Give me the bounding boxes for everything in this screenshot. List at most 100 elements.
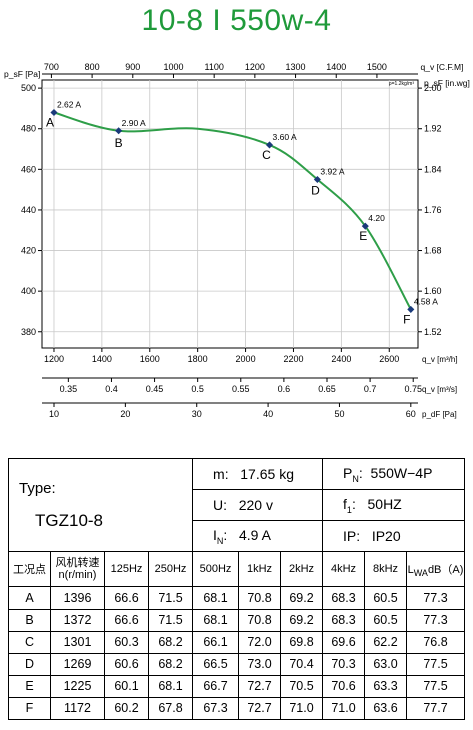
current-label: 2.62 A [57,99,81,109]
operating-point-marker [265,141,274,149]
power-sub: N [352,473,359,484]
right-tick-label: 1.52 [424,327,442,337]
operating-point-marker [361,222,369,230]
power-value: 550W−4P [370,464,433,481]
ip-label: IP: [343,528,361,545]
header-lwa-sub: WA [413,568,428,578]
header-2khz: 2kHz [280,551,324,588]
noise-cell: 60.2 [104,696,149,721]
noise-row-f: F 1172 60.2 67.8 67.3 72.7 71.0 71.0 63.6 77.7 [8,696,466,721]
bottom-tick-label: 2400 [331,354,351,364]
noise-cell: 60.5 [364,608,408,632]
left-tick-label: 380 [21,327,36,337]
current-label: 3.92 A [320,166,344,176]
page-title: 10-8 I 550w-4 [141,4,332,37]
bottom2-tick-label: 0.55 [232,384,250,394]
noise-cell: D [8,652,51,676]
noise-cell: 77.3 [406,586,466,610]
noise-header-row: 工况点 风机转速 n(r/min) 125Hz 250Hz 500Hz 1kHz… [8,551,466,588]
right-tick-label: 1.60 [424,286,442,296]
noise-cell: 1396 [50,586,105,610]
type-label: Type: [19,479,56,497]
header-1khz: 1kHz [238,551,282,588]
bottom2-tick-label: 0.35 [60,384,78,394]
header-8khz: 8kHz [364,551,408,588]
noise-cell: 68.1 [192,586,240,610]
performance-curve [53,111,412,310]
current-label: 4.58 A [414,296,438,306]
noise-cell: 66.6 [104,586,149,610]
noise-cell: 68.1 [192,608,240,632]
plot-area-border [41,79,419,349]
bottom-tick-label: 2200 [283,354,303,364]
noise-cell: 66.5 [192,652,240,676]
noise-cell: 71.0 [280,696,324,721]
noise-cell: 69.8 [280,630,324,654]
header-125hz: 125Hz [104,551,149,588]
operating-point-marker [115,127,123,135]
current-label: 2.90 A [122,118,146,128]
bottom2-tick-label: 0.6 [278,384,291,394]
noise-cell: 63.3 [364,674,408,698]
noise-cell: 68.1 [147,674,194,698]
right-tick-label: 1.92 [424,124,442,134]
header-speed: 风机转速 n(r/min) [50,551,105,588]
bottom2-tick-label: 0.65 [318,384,336,394]
right-tick-label: 1.68 [424,246,442,256]
header-500hz: 500Hz [192,551,240,588]
current-label: 4.20 [368,213,385,223]
mass-cell: m: 17.65 kg [192,457,324,491]
header-250hz: 250Hz [147,551,194,588]
noise-row-c: C 1301 60.3 68.2 66.1 72.0 69.8 69.6 62.2 76.8 [8,630,466,654]
right-axis-label: p_sF [in.wg] [424,78,470,88]
bottom3-tick-label: 60 [406,409,416,419]
curve-layer [53,111,412,310]
bottom-tick-label: 2600 [379,354,399,364]
noise-cell: 62.2 [364,630,408,654]
noise-cell: 1172 [50,696,105,721]
power-cell: PN: 550W−4P [322,457,466,491]
type-cell: Type: TGZ10-8 [7,457,194,553]
left-tick-label: 500 [21,83,36,93]
current-label: I [213,526,217,543]
voltage-cell: U: 220 v [192,489,324,522]
operating-point-marker [407,305,415,313]
noise-cell: 72.7 [238,674,282,698]
chart-axes: 380 1.52 400 1.60 420 1.68 440 1.76 460 1.84 480 1.… [4,62,470,419]
chart-frame [41,79,419,349]
noise-cell: 70.6 [322,674,366,698]
noise-cell: 68.2 [147,652,194,676]
bottom-tick-label: 1800 [188,354,208,364]
noise-cell: 60.1 [104,674,149,698]
mass-value: 17.65 kg [240,466,294,483]
left-axis-label: p_sF [Pa] [4,69,40,79]
noise-cell: 63.6 [364,696,408,721]
noise-cell: E [8,674,51,698]
noise-cell: 77.5 [406,652,466,676]
bottom-tick-label: 2000 [236,354,256,364]
noise-cell: 1301 [50,630,105,654]
noise-cell: A [8,586,51,610]
noise-cell: 70.5 [280,674,324,698]
ip-value: IP20 [371,528,401,545]
noise-cell: C [8,630,51,654]
noise-cell: 70.8 [238,608,282,632]
point-letter: F [403,312,410,326]
right-tick-label: 1.84 [424,164,442,174]
current-sub: N [216,535,224,546]
left-tick-label: 400 [21,286,36,296]
noise-cell: 1372 [50,608,105,632]
noise-cell: 73.0 [238,652,282,676]
top-tick-label: 700 [44,62,59,72]
noise-cell: 67.3 [192,696,240,721]
noise-cell: 60.5 [364,586,408,610]
current-value: 4.9 A [238,526,271,543]
bottom-tick-label: 1600 [140,354,160,364]
right-tick-label: 2.00 [424,83,442,93]
header-point: 工况点 [8,551,51,588]
header-lwa: LWAdB（A) [406,551,466,588]
point-letter: E [359,229,367,243]
frequency-value: 50HZ [367,495,402,512]
bottom3-tick-label: 50 [334,409,344,419]
noise-row-e: E 1225 60.1 68.1 66.7 72.7 70.5 70.6 63.3 77.5 [8,674,466,698]
